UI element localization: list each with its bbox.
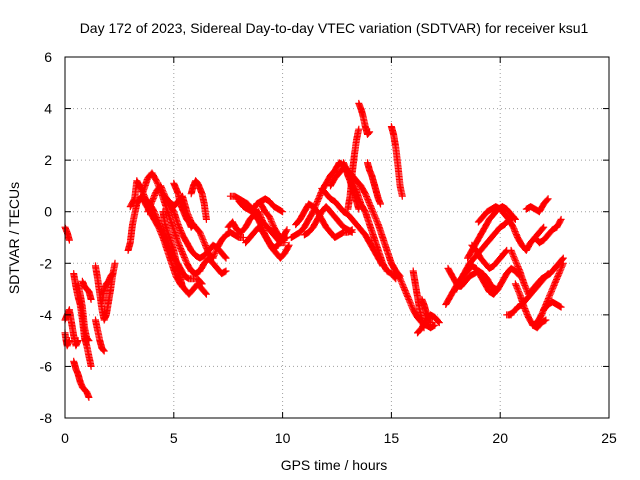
data-points-s6 bbox=[74, 280, 93, 345]
data-points-s32 bbox=[364, 159, 384, 208]
data-points-s48 bbox=[531, 215, 565, 247]
series-s21 bbox=[235, 195, 287, 216]
series-s50 bbox=[529, 316, 550, 332]
y-tick-label: 4 bbox=[44, 101, 52, 117]
data-points-s30 bbox=[344, 125, 363, 213]
data-points-s37 bbox=[418, 295, 435, 327]
data-points-s18 bbox=[187, 177, 210, 223]
data-points-s8 bbox=[92, 316, 108, 355]
series-s26 bbox=[300, 203, 356, 239]
data-points-s7 bbox=[78, 277, 95, 303]
series-s37 bbox=[418, 295, 435, 327]
series-s5 bbox=[70, 357, 93, 401]
series-s30 bbox=[344, 125, 363, 213]
axes-layer: 0 5 10 15 20 25 -8 -6 -4 -2 0 2 4 6 bbox=[40, 49, 617, 446]
grid-layer bbox=[65, 57, 609, 418]
y-tick-label: 0 bbox=[44, 204, 52, 220]
x-axis-label: GPS time / hours bbox=[281, 457, 388, 473]
data-points-s49 bbox=[540, 298, 565, 314]
plot-frame bbox=[64, 56, 610, 419]
points-layer bbox=[61, 99, 567, 401]
series-s51 bbox=[503, 311, 515, 319]
x-tick-label: 15 bbox=[384, 430, 400, 446]
data-points-s5 bbox=[70, 357, 93, 401]
x-tick-label: 10 bbox=[275, 430, 291, 446]
data-points-s39 bbox=[444, 264, 500, 293]
series-s32 bbox=[364, 159, 384, 208]
data-points-s19 bbox=[224, 208, 289, 247]
series-s39 bbox=[444, 264, 500, 293]
x-tick-label: 20 bbox=[492, 430, 508, 446]
data-points-s21 bbox=[235, 195, 287, 216]
data-points-s50 bbox=[529, 316, 550, 332]
data-points-s45 bbox=[511, 259, 567, 329]
y-tick-label: 6 bbox=[44, 49, 52, 65]
series-s18 bbox=[187, 177, 210, 223]
series-s42 bbox=[468, 241, 511, 272]
series-s8 bbox=[92, 316, 108, 355]
data-points-s22 bbox=[242, 223, 293, 262]
series-s15 bbox=[159, 208, 186, 290]
data-points-s31 bbox=[355, 99, 374, 138]
series-s49 bbox=[540, 298, 565, 314]
series-s7 bbox=[78, 277, 95, 303]
data-points-s10 bbox=[98, 270, 117, 306]
data-points-s51 bbox=[503, 311, 515, 319]
series-s23 bbox=[257, 200, 291, 244]
data-points-s15 bbox=[159, 208, 186, 290]
series-s47 bbox=[522, 195, 552, 216]
data-points-s47 bbox=[522, 195, 552, 216]
data-points-s43 bbox=[474, 203, 548, 254]
y-tick-label: -8 bbox=[40, 410, 53, 426]
series-s1 bbox=[61, 223, 73, 244]
series-s45 bbox=[511, 259, 567, 329]
y-tick-label: -6 bbox=[40, 358, 53, 374]
x-tick-label: 0 bbox=[61, 430, 69, 446]
y-tick-label: -4 bbox=[40, 307, 53, 323]
data-points-s1 bbox=[61, 223, 73, 244]
series-s10 bbox=[98, 270, 117, 306]
chart-title: Day 172 of 2023, Sidereal Day-to-day VTE… bbox=[80, 20, 589, 36]
series-s22 bbox=[242, 223, 293, 262]
series-s31 bbox=[355, 99, 374, 138]
data-points-s42 bbox=[468, 241, 511, 272]
data-points-s23 bbox=[257, 200, 291, 244]
series-s33 bbox=[387, 123, 406, 200]
series-s27 bbox=[318, 185, 387, 270]
data-points-s27 bbox=[318, 185, 387, 270]
data-points-s17 bbox=[170, 179, 197, 231]
data-points-s33 bbox=[387, 123, 406, 200]
data-points-s13 bbox=[139, 169, 230, 278]
series-s17 bbox=[170, 179, 197, 231]
series-s13 bbox=[139, 169, 230, 278]
data-points-s26 bbox=[300, 203, 356, 239]
y-axis-label: SDTVAR / TECUs bbox=[6, 182, 22, 294]
series-s19 bbox=[224, 208, 289, 247]
x-tick-label: 25 bbox=[601, 430, 617, 446]
x-tick-label: 5 bbox=[170, 430, 178, 446]
y-tick-label: 2 bbox=[44, 152, 52, 168]
series-s6 bbox=[74, 280, 93, 345]
series-s48 bbox=[531, 215, 565, 247]
series-s43 bbox=[474, 203, 548, 254]
y-tick-label: -2 bbox=[40, 255, 53, 271]
